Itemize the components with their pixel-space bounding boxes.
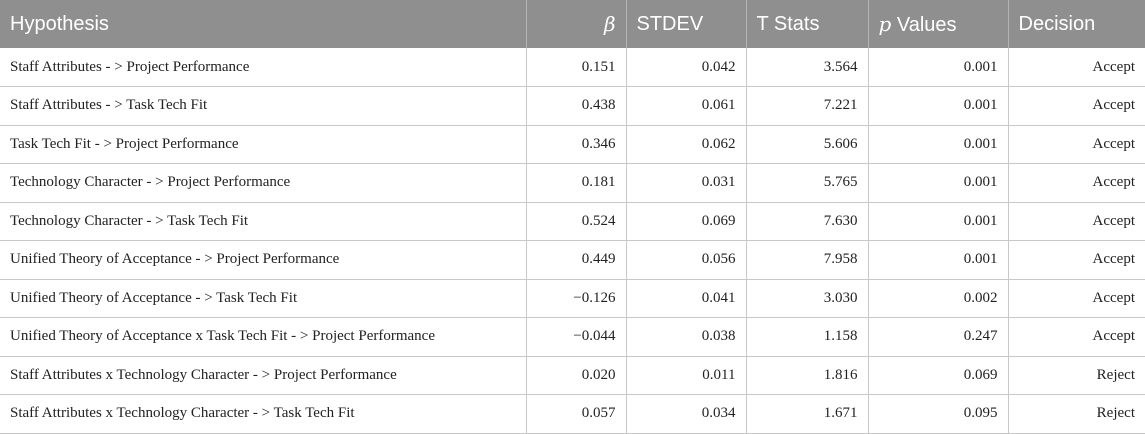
cell-p-value: 0.095 [868,394,1009,434]
table-row: Task Tech Fit - > Project Performance 0.3… [0,125,1145,164]
cell-t-stats: 3.564 [746,48,869,87]
cell-p-value: 0.069 [868,356,1009,395]
table-row: Technology Character - > Task Tech Fit 0.… [0,202,1145,241]
table-body: Staff Attributes - > Project Performance… [0,48,1145,434]
cell-p-value: 0.247 [868,317,1009,357]
table-row: Staff Attributes - > Project Performance… [0,48,1145,87]
cell-t-stats: 7.221 [746,86,869,126]
cell-stdev: 0.034 [626,394,747,434]
cell-stdev: 0.056 [626,240,747,280]
cell-beta: 0.181 [526,163,627,203]
cell-p-value: 0.001 [868,86,1009,126]
header-hypothesis: Hypothesis [0,0,527,48]
cell-beta: −0.044 [526,317,627,357]
cell-hypothesis: Staff Attributes x Technology Character … [0,394,527,434]
cell-stdev: 0.061 [626,86,747,126]
table-row: Unified Theory of Acceptance - > Project… [0,240,1145,280]
cell-beta: −0.126 [526,279,627,318]
cell-p-value: 0.001 [868,240,1009,280]
cell-t-stats: 7.958 [746,240,869,280]
header-stdev: STDEV [626,0,747,48]
cell-hypothesis: Staff Attributes x Technology Character … [0,356,527,395]
cell-t-stats: 1.158 [746,317,869,357]
table-row: Staff Attributes x Technology Character … [0,394,1145,434]
cell-hypothesis: Technology Character - > Project Perform… [0,163,527,203]
cell-p-value: 0.001 [868,125,1009,164]
cell-beta: 0.057 [526,394,627,434]
cell-hypothesis: Unified Theory of Acceptance - > Project… [0,240,527,280]
cell-hypothesis: Staff Attributes - > Project Performance [0,48,527,87]
cell-decision: Reject [1008,394,1145,434]
header-beta: β [526,0,627,48]
cell-beta: 0.020 [526,356,627,395]
table-row: Staff Attributes x Technology Character … [0,356,1145,395]
cell-hypothesis: Unified Theory of Acceptance - > Task Te… [0,279,527,318]
table-row: Technology Character - > Project Perform… [0,163,1145,203]
cell-t-stats: 5.606 [746,125,869,164]
header-row: Hypothesis β STDEV T Stats p Values Deci… [0,0,1145,48]
cell-decision: Accept [1008,163,1145,203]
cell-hypothesis: Task Tech Fit - > Project Performance [0,125,527,164]
cell-p-value: 0.001 [868,48,1009,87]
cell-beta: 0.151 [526,48,627,87]
cell-t-stats: 3.030 [746,279,869,318]
header-p-rest: Values [891,13,957,36]
table-header: Hypothesis β STDEV T Stats p Values Deci… [0,0,1145,48]
cell-hypothesis: Unified Theory of Acceptance x Task Tech… [0,317,527,357]
cell-t-stats: 1.816 [746,356,869,395]
cell-t-stats: 7.630 [746,202,869,241]
cell-beta: 0.438 [526,86,627,126]
cell-decision: Accept [1008,86,1145,126]
cell-decision: Accept [1008,48,1145,87]
cell-beta: 0.346 [526,125,627,164]
cell-decision: Accept [1008,125,1145,164]
cell-decision: Accept [1008,279,1145,318]
cell-decision: Accept [1008,317,1145,357]
header-decision: Decision [1018,12,1096,35]
cell-p-value: 0.001 [868,202,1009,241]
cell-t-stats: 5.765 [746,163,869,203]
cell-stdev: 0.011 [626,356,747,395]
cell-p-value: 0.002 [868,279,1009,318]
cell-decision: Accept [1008,202,1145,241]
cell-p-value: 0.001 [868,163,1009,203]
header-p-symbol: p [878,11,892,36]
cell-stdev: 0.038 [626,317,747,357]
cell-hypothesis: Technology Character - > Task Tech Fit [0,202,527,241]
cell-stdev: 0.069 [626,202,747,241]
cell-decision: Accept [1008,240,1145,280]
cell-stdev: 0.062 [626,125,747,164]
cell-stdev: 0.041 [626,279,747,318]
table-row: Unified Theory of Acceptance - > Task Te… [0,279,1145,318]
cell-decision: Reject [1008,356,1145,395]
table-row: Unified Theory of Acceptance x Task Tech… [0,317,1145,357]
table-row: Staff Attributes - > Task Tech Fit 0.438 0… [0,86,1145,126]
cell-stdev: 0.031 [626,163,747,203]
header-p-values: p Values [868,0,1009,48]
header-t-stats: T Stats [746,0,869,48]
cell-t-stats: 1.671 [746,394,869,434]
cell-stdev: 0.042 [626,48,747,87]
cell-hypothesis: Staff Attributes - > Task Tech Fit [0,86,527,126]
cell-beta: 0.524 [526,202,627,241]
cell-beta: 0.449 [526,240,627,280]
